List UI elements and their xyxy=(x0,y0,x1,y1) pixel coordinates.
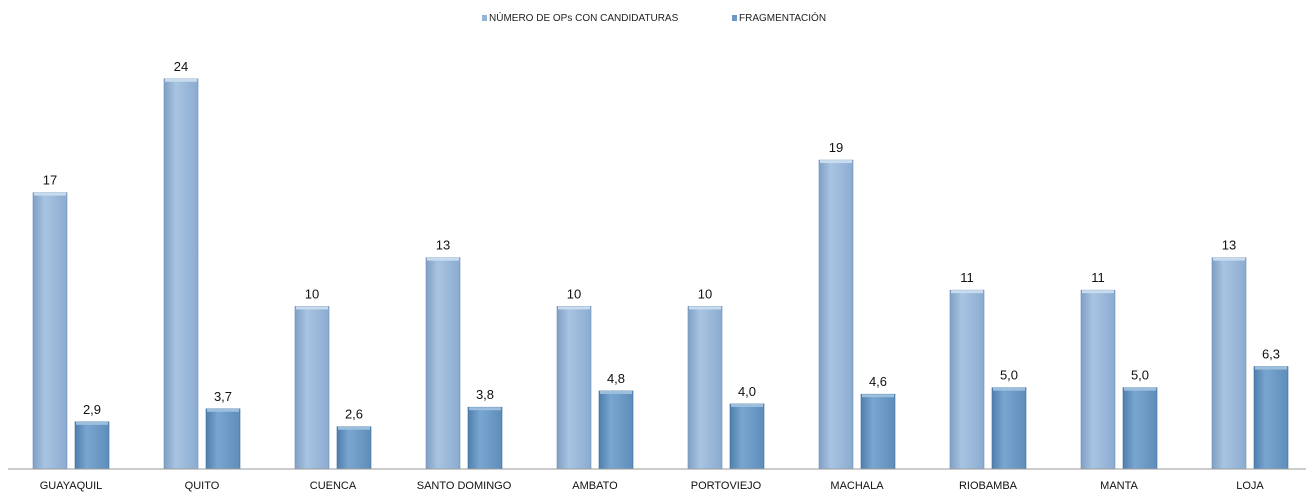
x-tick-label-2: CUENCA xyxy=(310,480,357,492)
bar-series-1-2 xyxy=(336,426,372,470)
data-label-series-0-2: 10 xyxy=(305,286,319,301)
data-label-series-1-1: 3,7 xyxy=(214,389,232,404)
bar-series-1-1 xyxy=(205,408,241,470)
bar-series-1-0 xyxy=(74,421,110,470)
bar-cap-series-0-9 xyxy=(1213,257,1245,261)
data-label-series-0-7: 11 xyxy=(960,270,974,285)
x-tick-label-7: RIOBAMBA xyxy=(959,480,1018,492)
bar-cap-series-0-5 xyxy=(689,306,721,310)
data-label-series-0-9: 13 xyxy=(1222,238,1236,253)
bar-cap-series-0-1 xyxy=(165,78,197,82)
bar-cap-series-1-5 xyxy=(731,403,763,407)
bar-cap-series-0-7 xyxy=(951,290,983,294)
bar-series-0-4 xyxy=(556,306,592,470)
bar-cap-series-1-3 xyxy=(469,407,501,411)
bar-series-0-9 xyxy=(1211,257,1247,470)
bar-series-1-3 xyxy=(467,406,503,470)
data-label-series-1-8: 5,0 xyxy=(1131,368,1149,383)
data-label-series-0-3: 13 xyxy=(436,238,450,253)
data-label-series-1-4: 4,8 xyxy=(607,371,625,386)
bars-group: 17 2,9 24 3,7 10 2,6 13 3,8 10 4,8 10 4,0 19 4,6 11 5,0… xyxy=(32,59,1289,470)
legend-swatch-series-1 xyxy=(732,15,737,21)
bar-series-1-8 xyxy=(1122,387,1158,470)
data-label-series-1-2: 2,6 xyxy=(345,407,363,422)
bar-series-1-6 xyxy=(860,393,896,470)
bar-series-0-7 xyxy=(949,289,985,470)
data-label-series-0-8: 11 xyxy=(1091,270,1105,285)
bar-series-0-3 xyxy=(425,257,461,470)
bar-cap-series-0-8 xyxy=(1082,290,1114,294)
data-label-series-1-0: 2,9 xyxy=(83,402,101,417)
legend-swatch-series-0 xyxy=(482,15,487,21)
x-axis-tick-labels: GUAYAQUIL QUITO CUENCA SANTO DOMINGO AMBATO P… xyxy=(40,480,1265,492)
bar-series-0-6 xyxy=(818,159,854,470)
bar-series-0-1 xyxy=(163,78,199,470)
data-label-series-1-6: 4,6 xyxy=(869,374,887,389)
x-tick-label-4: AMBATO xyxy=(572,480,618,492)
data-label-series-1-3: 3,8 xyxy=(476,387,494,402)
legend-label-series-0: NÚMERO DE OPs CON CANDIDATURAS xyxy=(489,11,679,24)
data-label-series-0-4: 10 xyxy=(567,286,581,301)
bar-series-1-5 xyxy=(729,403,765,470)
bar-series-0-5 xyxy=(687,306,723,470)
bar-series-0-0 xyxy=(32,192,68,470)
data-label-series-0-1: 24 xyxy=(174,59,188,74)
bar-cap-series-0-2 xyxy=(296,306,328,310)
bar-series-1-4 xyxy=(598,390,634,470)
x-tick-label-6: MACHALA xyxy=(830,480,884,492)
bar-cap-series-0-3 xyxy=(427,257,459,261)
x-tick-label-9: LOJA xyxy=(1236,480,1264,492)
bar-series-0-2 xyxy=(294,306,330,470)
x-tick-label-1: QUITO xyxy=(185,480,220,492)
data-label-series-1-5: 4,0 xyxy=(738,384,756,399)
bar-series-1-9 xyxy=(1253,366,1289,470)
bar-cap-series-0-4 xyxy=(558,306,590,310)
x-tick-label-3: SANTO DOMINGO xyxy=(417,480,512,492)
bar-cap-series-1-7 xyxy=(993,387,1025,391)
data-label-series-0-6: 19 xyxy=(829,140,843,155)
data-label-series-1-7: 5,0 xyxy=(1000,368,1018,383)
x-tick-label-5: PORTOVIEJO xyxy=(691,480,762,492)
x-tick-label-0: GUAYAQUIL xyxy=(40,480,103,492)
data-label-series-1-9: 6,3 xyxy=(1262,347,1280,362)
legend: NÚMERO DE OPs CON CANDIDATURAS FRAGMENTA… xyxy=(482,11,826,24)
data-label-series-0-5: 10 xyxy=(698,286,712,301)
bar-cap-series-1-1 xyxy=(207,408,239,412)
x-tick-label-8: MANTA xyxy=(1100,480,1138,492)
bar-cap-series-1-0 xyxy=(76,421,108,425)
bar-cap-series-1-9 xyxy=(1255,366,1287,370)
data-label-series-0-0: 17 xyxy=(43,173,57,188)
bar-cap-series-1-4 xyxy=(600,390,632,394)
bar-cap-series-1-2 xyxy=(338,426,370,430)
bar-series-0-8 xyxy=(1080,289,1116,470)
bar-cap-series-0-6 xyxy=(820,160,852,164)
bar-series-1-7 xyxy=(991,387,1027,470)
bar-cap-series-1-6 xyxy=(862,394,894,398)
bar-cap-series-0-0 xyxy=(34,192,66,196)
legend-label-series-1: FRAGMENTACIÓN xyxy=(739,11,826,24)
bar-cap-series-1-8 xyxy=(1124,387,1156,391)
